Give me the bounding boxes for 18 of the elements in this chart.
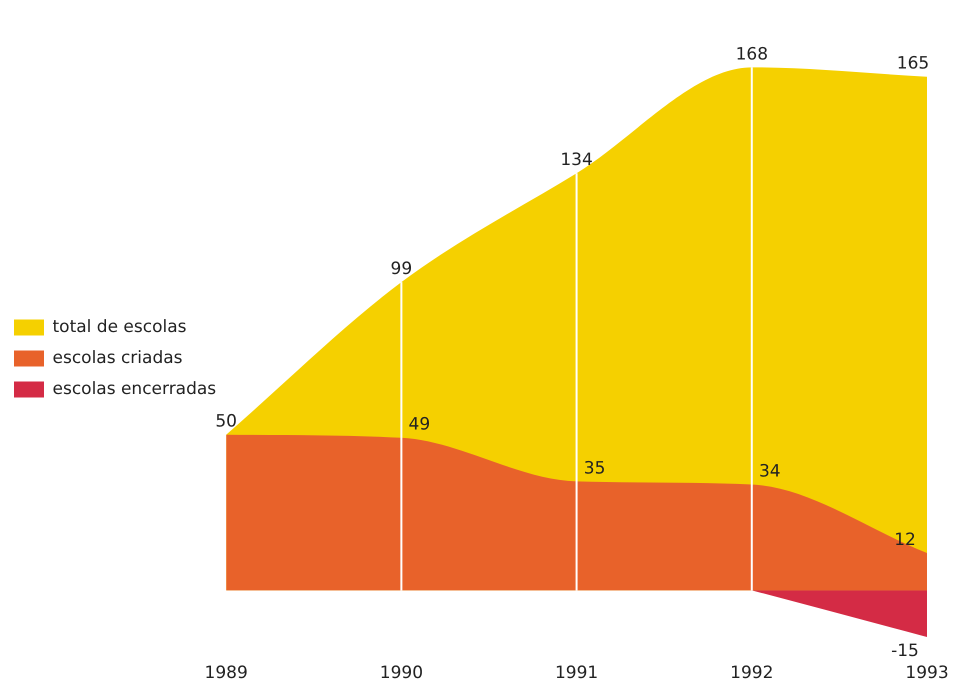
x-tick-label: 1991 [554, 663, 598, 684]
legend-label: escolas encerradas [52, 378, 216, 399]
x-tick-label: 1993 [905, 663, 949, 684]
data-label: 49 [408, 414, 430, 435]
data-label: 12 [894, 530, 916, 550]
data-label: 165 [896, 54, 930, 74]
data-label: -15 [891, 640, 919, 661]
data-label: 134 [560, 150, 593, 170]
data-label: 99 [390, 259, 412, 280]
x-tick-label: 1990 [380, 663, 424, 684]
x-tick-label: 1992 [730, 663, 774, 684]
data-label: 34 [758, 461, 781, 482]
legend-label: escolas criadas [52, 348, 183, 368]
data-label: 50 [215, 412, 237, 432]
data-label: 168 [736, 44, 768, 64]
legend-label: total de escolas [52, 316, 187, 337]
data-label: 35 [584, 458, 606, 478]
x-tick-label: 1989 [204, 663, 248, 684]
